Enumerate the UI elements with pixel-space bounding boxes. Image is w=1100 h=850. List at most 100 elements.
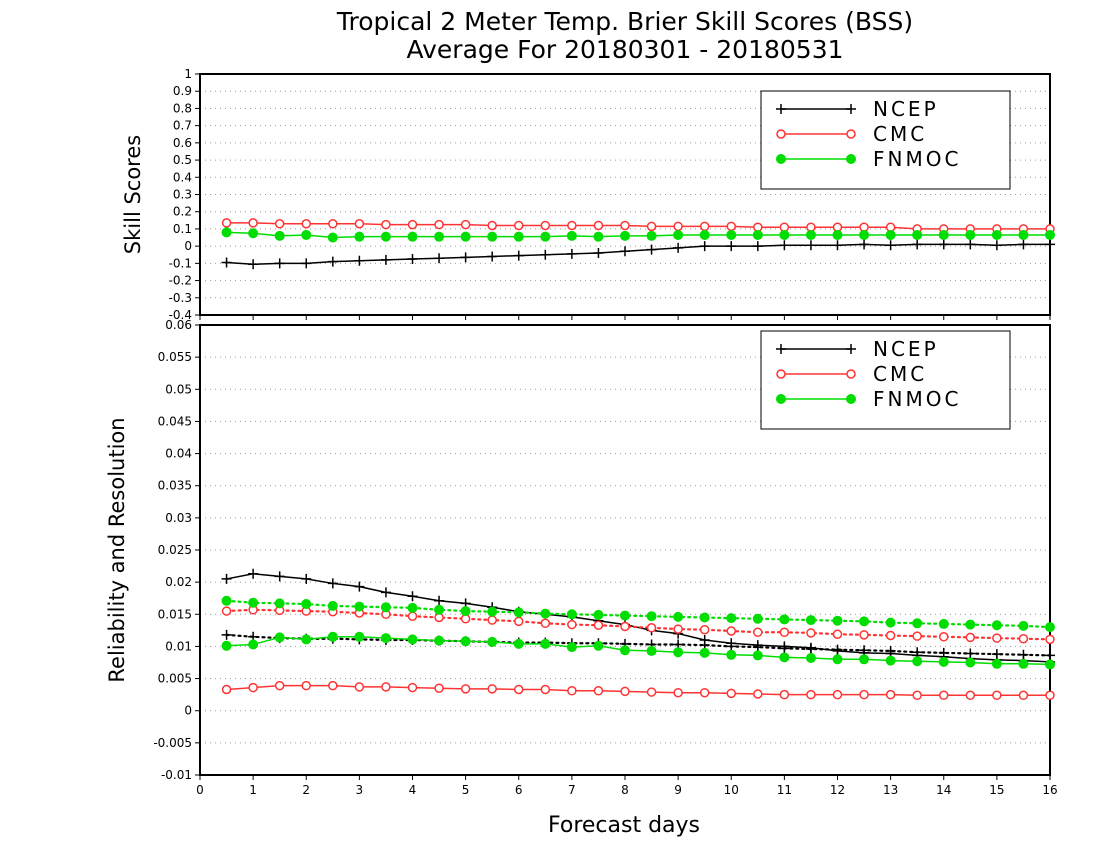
circle-marker — [434, 219, 444, 230]
dot-marker — [327, 600, 338, 611]
x-tick-label: 9 — [674, 783, 682, 797]
circle-marker — [965, 690, 976, 701]
dot-marker — [776, 394, 786, 404]
dot-marker — [301, 229, 312, 240]
dot-marker — [221, 640, 232, 651]
circle-marker — [354, 682, 365, 692]
plus-marker — [885, 240, 896, 251]
dot-marker — [776, 154, 786, 164]
dot-marker — [832, 229, 843, 240]
dot-marker — [726, 649, 737, 660]
circle-marker — [726, 221, 736, 232]
circle-marker — [779, 627, 790, 638]
dot-marker — [832, 615, 843, 626]
dot-marker — [460, 231, 471, 242]
dot-marker — [805, 615, 816, 626]
legend-label: CMC — [873, 122, 927, 146]
circle-marker — [885, 630, 896, 641]
plus-marker — [752, 241, 763, 252]
circle-marker — [407, 219, 418, 230]
dot-marker — [1018, 229, 1029, 240]
dot-marker — [380, 633, 391, 644]
plus-marker — [805, 240, 816, 251]
y-axis-label: Skill Scores — [121, 135, 145, 254]
plus-marker — [1045, 239, 1055, 250]
series-fnmoc-solid — [221, 631, 1055, 670]
plus-marker — [434, 595, 445, 606]
x-tick-label: 0 — [196, 783, 204, 797]
circle-marker — [673, 221, 683, 232]
dot-marker — [646, 230, 657, 241]
dot-marker — [1018, 620, 1029, 631]
x-tick-label: 2 — [302, 783, 310, 797]
y-tick-label: -0.3 — [169, 291, 192, 305]
dot-marker — [380, 602, 391, 613]
plus-marker — [1018, 649, 1029, 660]
dot-marker — [248, 639, 259, 650]
dot-marker — [301, 599, 312, 609]
circle-marker — [540, 618, 551, 629]
y-tick-label: -0.4 — [169, 308, 192, 322]
dot-marker — [673, 611, 684, 622]
dot-marker — [1045, 229, 1055, 240]
plus-marker — [846, 344, 856, 354]
x-tick-label: 5 — [462, 783, 470, 797]
circle-marker — [593, 220, 604, 231]
circle-marker — [301, 219, 311, 229]
circle-marker — [673, 624, 683, 634]
series-fnmoc-solid — [221, 227, 1055, 243]
x-tick-label: 6 — [515, 783, 523, 797]
dot-marker — [513, 638, 524, 649]
plus-marker — [938, 239, 949, 250]
dot-marker — [699, 647, 710, 658]
series-cmc-dotted — [221, 605, 1055, 645]
y-tick-label: -0.01 — [161, 768, 192, 782]
plus-marker — [460, 252, 471, 263]
dot-marker — [846, 154, 856, 164]
circle-marker — [846, 369, 856, 379]
circle-marker — [726, 626, 736, 636]
legend-box — [760, 330, 1011, 430]
x-tick-label: 1 — [249, 783, 257, 797]
x-tick-label: 15 — [989, 783, 1004, 797]
y-tick-label: 0.1 — [173, 222, 192, 236]
circle-marker — [328, 219, 338, 229]
dot-marker — [434, 635, 445, 646]
dot-marker — [407, 602, 418, 613]
dot-marker — [965, 657, 976, 668]
circle-marker — [381, 682, 391, 692]
circle-marker — [646, 623, 657, 633]
plus-marker — [248, 259, 259, 270]
circle-marker — [806, 689, 816, 700]
plus-marker — [1045, 650, 1055, 661]
dot-marker — [805, 653, 816, 663]
circle-marker — [646, 687, 657, 697]
dot-marker — [912, 229, 923, 240]
dot-marker — [354, 601, 365, 612]
dot-marker — [991, 620, 1002, 631]
plus-marker — [327, 578, 338, 589]
dot-marker — [938, 229, 949, 240]
plus-marker — [726, 241, 737, 252]
dot-marker — [566, 230, 577, 241]
x-tick-label: 13 — [883, 783, 898, 797]
y-tick-label: 0.06 — [165, 318, 192, 332]
y-tick-label: 0.02 — [165, 575, 192, 589]
circle-marker — [1045, 690, 1055, 701]
y-tick-label: -0.005 — [153, 736, 192, 750]
dot-marker — [407, 634, 418, 645]
x-tick-label: 14 — [936, 783, 951, 797]
dot-marker — [938, 618, 949, 629]
dot-marker — [779, 229, 790, 240]
circle-marker — [939, 632, 949, 642]
plus-marker — [1018, 239, 1029, 250]
dot-marker — [407, 231, 418, 242]
plot-area: -0.4 -0.3 -0.2 -0.1 0 0.1 0.2 0.3 0.4 0.5 0.6 0.7 0.… — [105, 67, 1058, 797]
y-tick-label: 0.005 — [158, 672, 192, 686]
dot-marker — [354, 631, 365, 642]
dot-marker — [327, 232, 338, 243]
plot-frame — [199, 73, 1051, 316]
dot-marker — [248, 228, 259, 239]
legend-label: NCEP — [873, 97, 939, 121]
